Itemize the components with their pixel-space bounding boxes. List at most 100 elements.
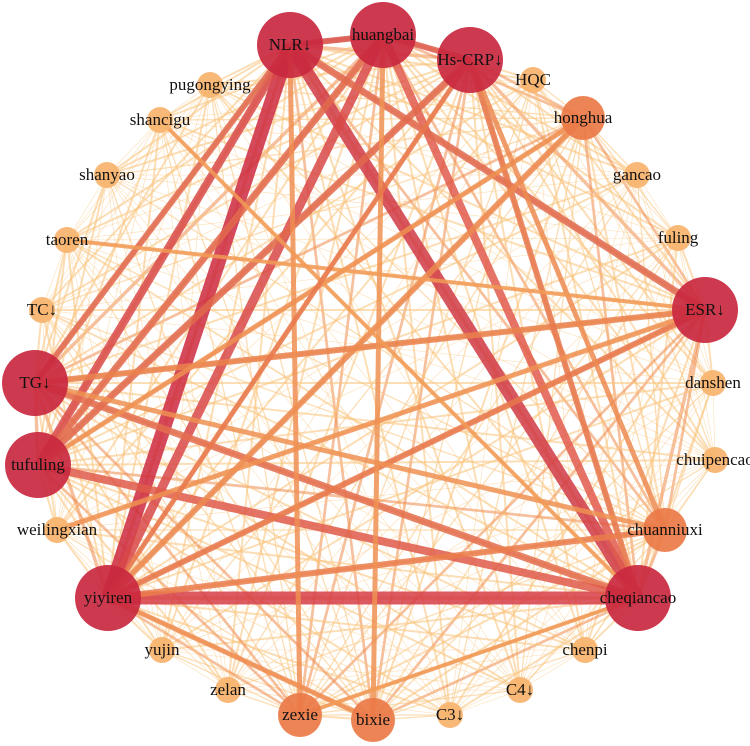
edge: [41, 84, 211, 311]
node-label: HQC: [515, 70, 551, 89]
node-label: C4↓: [506, 680, 534, 699]
node: [665, 225, 691, 251]
strong-edge: [32, 43, 293, 385]
strong-edge: [158, 118, 640, 600]
node: [643, 508, 687, 552]
node: [437, 27, 503, 93]
node: [94, 162, 120, 188]
edge: [66, 239, 521, 691]
node: [29, 297, 55, 323]
edge: [469, 59, 714, 384]
edge: [227, 59, 471, 691]
edge: [107, 382, 714, 599]
node: [520, 67, 546, 93]
node: [350, 2, 416, 68]
edge: [227, 237, 679, 691]
node: [624, 162, 650, 188]
strong-edge: [370, 34, 386, 721]
node: [572, 637, 598, 663]
strong-edge: [34, 307, 706, 386]
edge: [106, 174, 163, 651]
edge: [299, 689, 521, 716]
edge: [66, 59, 471, 241]
edge: [107, 119, 161, 599]
strong-edge: [299, 596, 639, 717]
node: [257, 12, 323, 78]
node-label: weilingxian: [17, 520, 98, 539]
edge: [34, 116, 584, 385]
edge: [636, 309, 707, 599]
edge: [56, 529, 639, 599]
node-label: shanyao: [79, 165, 135, 184]
node: [702, 447, 728, 473]
edge: [106, 44, 291, 176]
edge: [41, 119, 161, 311]
node: [561, 96, 605, 140]
edge: [449, 597, 639, 716]
node: [278, 693, 322, 737]
node-label: TC↓: [27, 300, 57, 319]
edge: [66, 239, 374, 721]
strong-edge: [103, 33, 388, 600]
node-label: gancao: [613, 165, 661, 184]
edge: [371, 309, 707, 721]
edge: [66, 84, 211, 241]
node: [700, 370, 726, 396]
node-label: cheqiancao: [600, 588, 676, 607]
edge: [372, 649, 586, 721]
edge: [532, 79, 679, 239]
edge: [106, 174, 451, 716]
edge: [56, 119, 161, 531]
node-label: shancigu: [130, 110, 191, 129]
node-label: chuanniuxi: [627, 520, 703, 539]
edge: [33, 382, 110, 599]
edge: [299, 79, 534, 716]
edge: [37, 237, 679, 466]
node-label: TG↓: [19, 373, 50, 392]
edge: [663, 309, 707, 531]
strong-edge: [284, 41, 644, 602]
node-label: tufuling: [11, 455, 65, 474]
edge: [209, 84, 451, 716]
node-label: zelan: [210, 680, 246, 699]
edge: [37, 119, 161, 466]
edge: [66, 239, 451, 716]
strong-edge: [288, 42, 707, 313]
node-label: ESR↓: [685, 300, 725, 319]
node-label: honghua: [554, 108, 613, 127]
node: [672, 277, 738, 343]
edge: [468, 58, 707, 312]
node: [437, 702, 463, 728]
edge: [66, 174, 638, 241]
strong-edge: [66, 238, 706, 312]
node: [2, 350, 68, 416]
node: [75, 565, 141, 631]
node: [147, 107, 173, 133]
edge: [209, 84, 301, 716]
edge: [227, 459, 716, 691]
node: [44, 517, 70, 543]
strong-edge: [106, 307, 707, 601]
strong-edge: [467, 59, 641, 599]
node: [215, 677, 241, 703]
strong-edge: [287, 44, 303, 716]
edge: [637, 382, 714, 599]
node-label: danshen: [685, 373, 741, 392]
node: [507, 677, 533, 703]
edge: [636, 174, 714, 384]
node-label: chuipencao: [676, 450, 750, 469]
strong-edge: [105, 58, 473, 600]
node: [149, 637, 175, 663]
node-label: C3↓: [436, 705, 464, 724]
node-label: bixie: [356, 710, 390, 729]
edge: [159, 119, 374, 721]
node-label: zexie: [282, 705, 318, 724]
edge: [34, 382, 521, 691]
edge: [34, 84, 211, 384]
edge: [371, 59, 472, 721]
edge: [56, 529, 374, 721]
node: [351, 698, 395, 742]
strong-edge: [35, 32, 386, 468]
